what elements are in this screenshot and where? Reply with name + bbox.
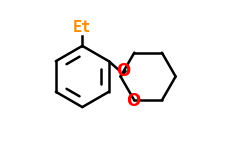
Text: Et: Et <box>73 21 91 35</box>
Text: O: O <box>126 92 141 110</box>
Text: O: O <box>116 62 130 80</box>
